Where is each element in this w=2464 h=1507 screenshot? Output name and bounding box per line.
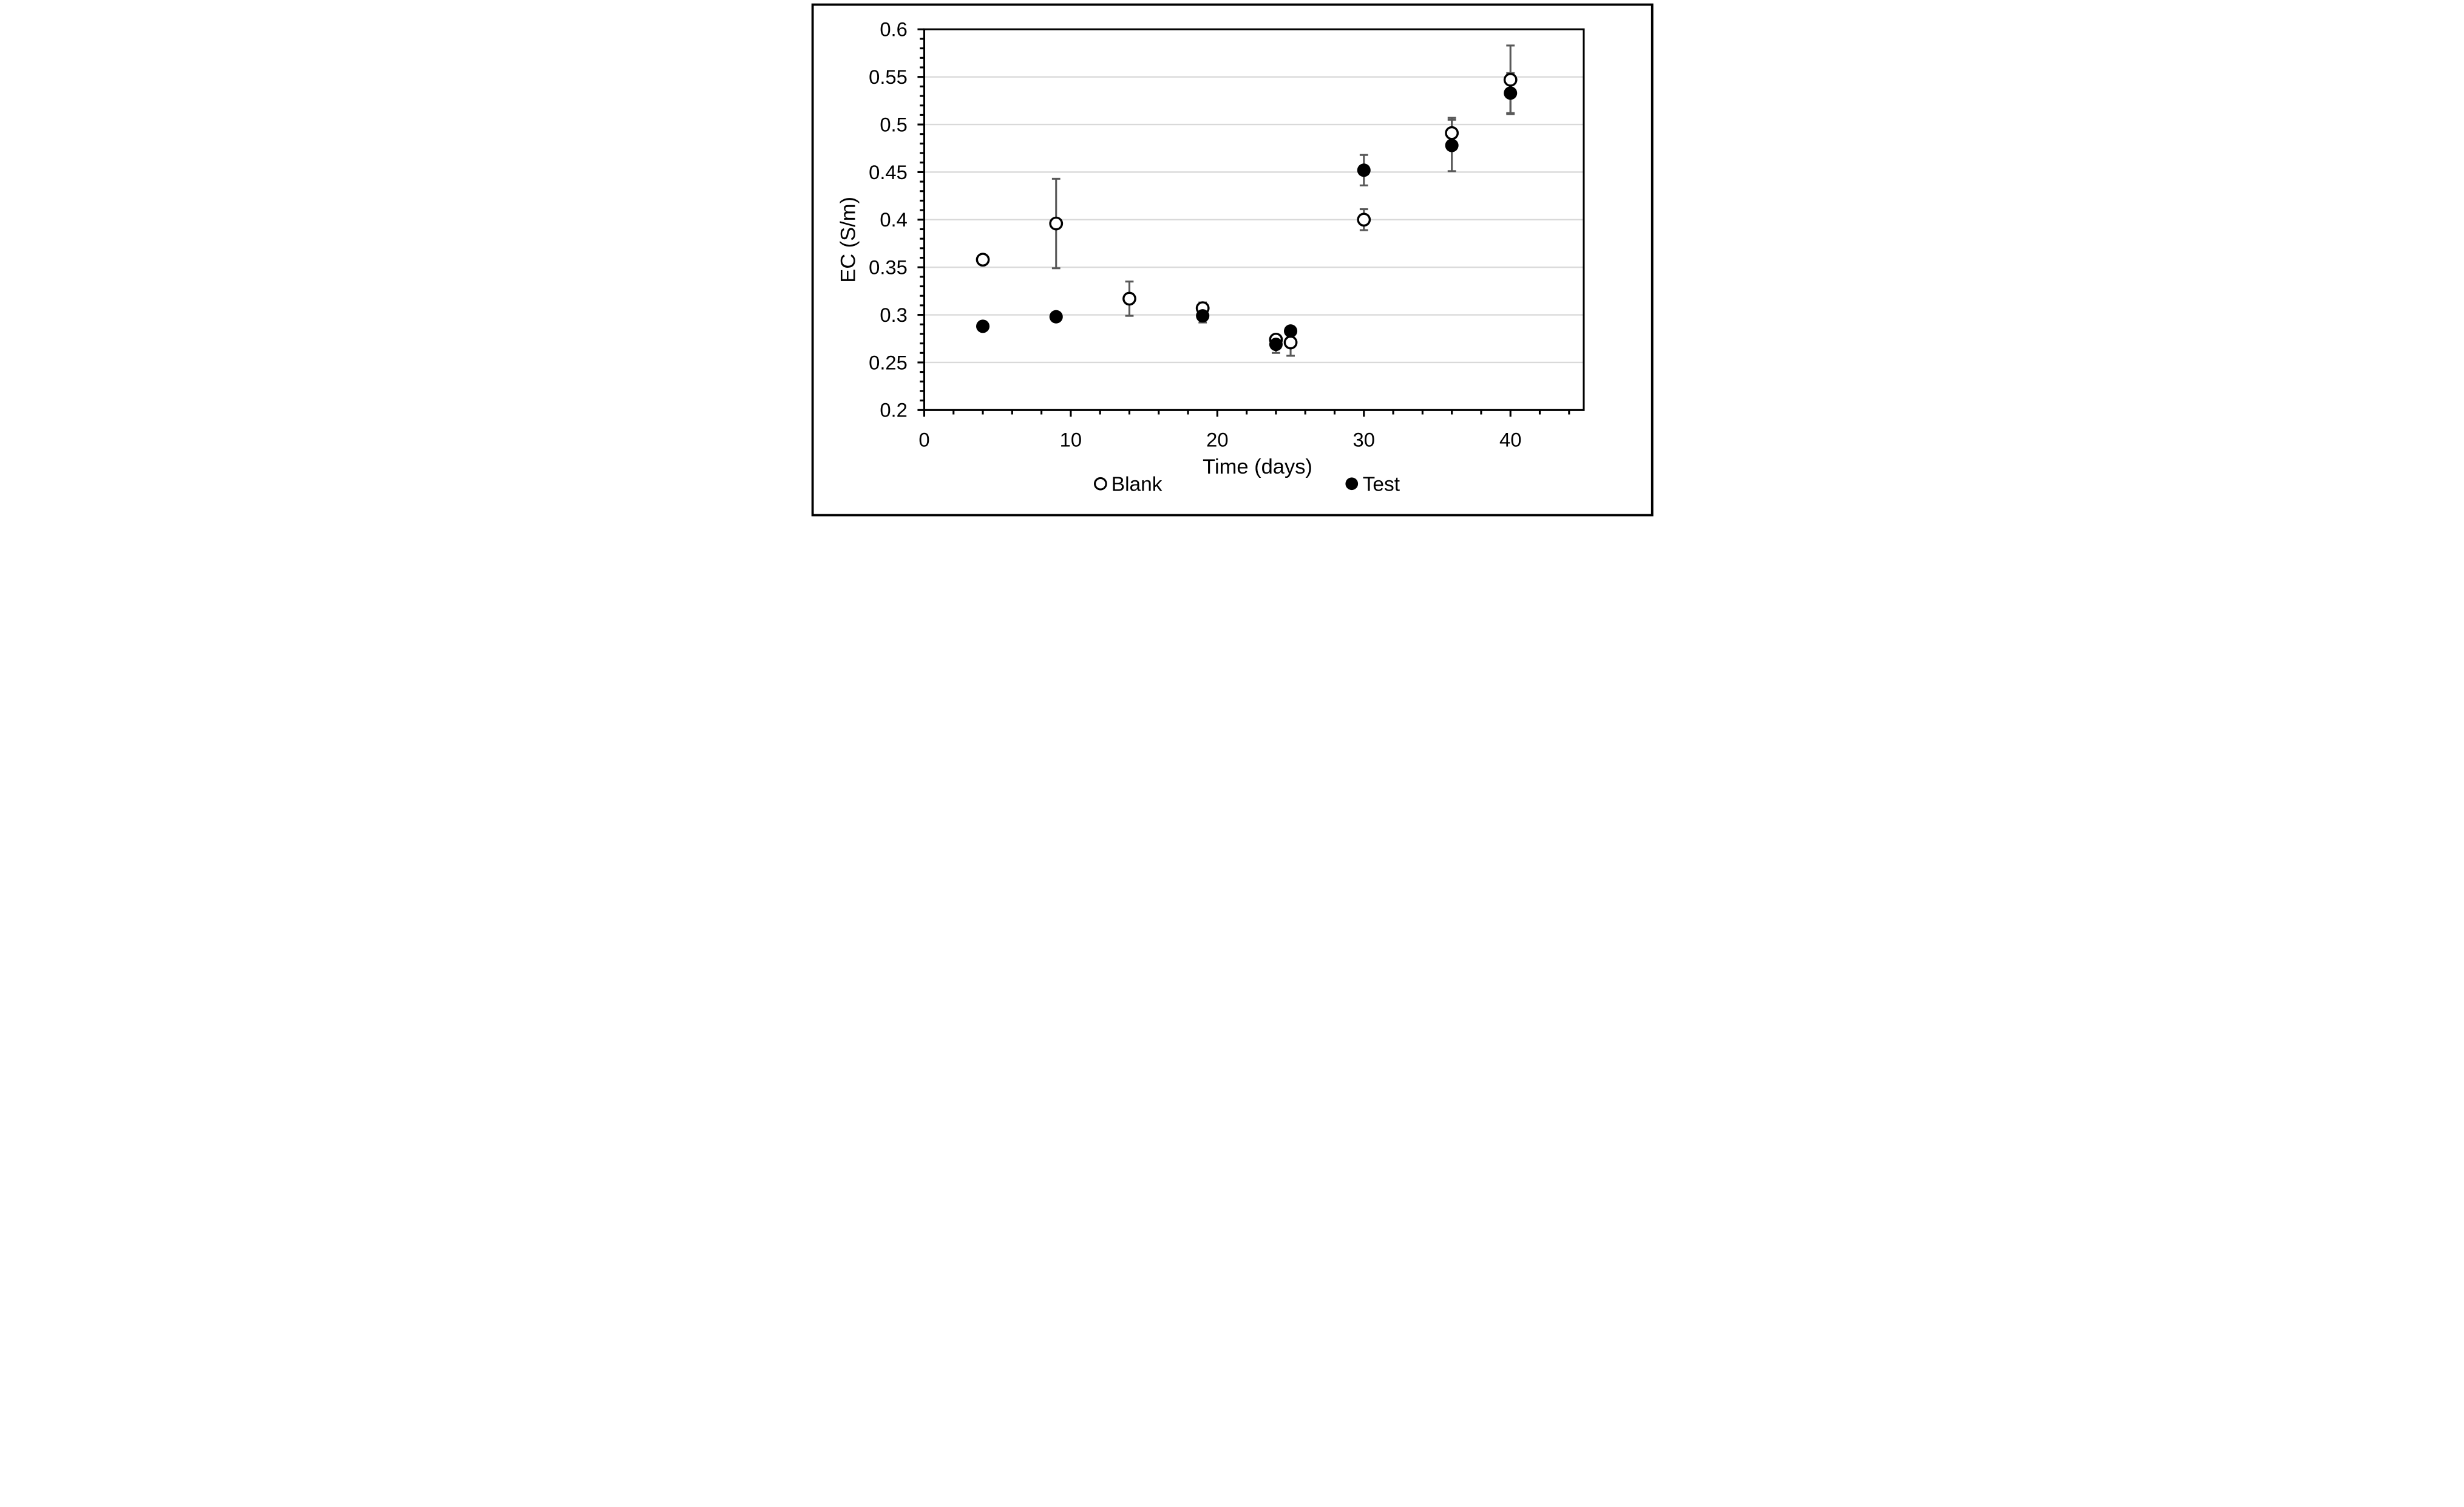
legend-label-test: Test	[1362, 473, 1400, 495]
y-tick-label: 0.3	[880, 304, 908, 326]
series-test	[976, 86, 1517, 352]
y-tick-label: 0.6	[880, 18, 908, 41]
data-point-test	[1269, 338, 1283, 352]
data-point-blank	[1444, 126, 1459, 140]
page: 0.2 0.25 0.3 0.35 0.4 0.45 0.5 0.55 0.6 0 10 20 30 40…	[0, 0, 2464, 520]
data-point-test	[1283, 324, 1297, 338]
data-point-test	[1445, 138, 1459, 152]
x-axis-title: Time (days)	[1203, 455, 1312, 478]
data-point-test	[1503, 86, 1517, 100]
plot-border	[923, 28, 1584, 411]
axis-ticks	[917, 28, 1570, 417]
y-tick-label: 0.2	[880, 399, 908, 421]
scatter-chart: 0.2 0.25 0.3 0.35 0.4 0.45 0.5 0.55 0.6 0 10 20 30 40…	[807, 0, 1657, 520]
chart-figure: 0.2 0.25 0.3 0.35 0.4 0.45 0.5 0.55 0.6 0 10 20 30 40…	[807, 0, 1657, 520]
data-point-blank	[1503, 72, 1518, 87]
x-tick-label: 10	[1059, 428, 1081, 451]
x-tick-label: 0	[918, 428, 929, 451]
y-axis-title: EC (S/m)	[837, 197, 860, 283]
legend: Blank Test	[1093, 473, 1400, 495]
y-tick-label: 0.4	[880, 208, 908, 231]
data-point-blank	[976, 253, 989, 267]
data-point-test	[1195, 309, 1209, 323]
data-point-blank	[1048, 216, 1063, 231]
x-tick-label: 30	[1352, 428, 1374, 451]
data-point-test	[976, 319, 989, 333]
axis-tick-labels: 0.2 0.25 0.3 0.35 0.4 0.45 0.5 0.55 0.6 0 10 20 30 40	[869, 18, 1521, 451]
figure-background	[807, 0, 1657, 520]
figure-border	[811, 3, 1654, 517]
data-point-blank	[1356, 213, 1371, 227]
legend-open-circle-icon	[1093, 477, 1107, 491]
data-point-test	[1357, 163, 1371, 177]
x-tick-label: 40	[1499, 428, 1521, 451]
plot-frame	[923, 28, 1584, 411]
data-point-blank	[1122, 291, 1136, 306]
y-tick-label: 0.55	[869, 66, 908, 88]
y-tick-label: 0.5	[880, 113, 908, 135]
x-tick-label: 20	[1206, 428, 1228, 451]
legend-label-blank: Blank	[1111, 473, 1162, 495]
data-point-test	[1049, 310, 1063, 324]
y-tick-label: 0.35	[869, 256, 908, 279]
legend-filled-circle-icon	[1345, 477, 1358, 491]
data-point-blank	[1283, 335, 1297, 350]
y-tick-label: 0.45	[869, 161, 908, 183]
y-tick-label: 0.25	[869, 351, 908, 373]
y-gridlines	[923, 76, 1584, 364]
